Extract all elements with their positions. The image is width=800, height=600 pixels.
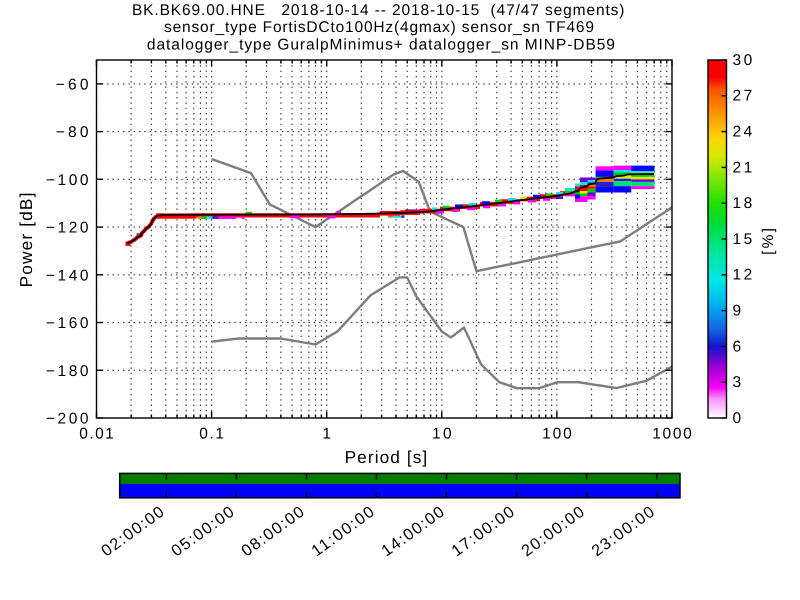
svg-text:100: 100 xyxy=(542,425,572,442)
svg-text:−60: −60 xyxy=(56,77,89,94)
svg-text:1000: 1000 xyxy=(652,425,692,442)
svg-text:0.01: 0.01 xyxy=(79,425,114,442)
svg-text:sensor_type FortisDCto100Hz(4g: sensor_type FortisDCto100Hz(4gmax) senso… xyxy=(164,19,594,36)
svg-text:9: 9 xyxy=(733,303,742,320)
svg-text:3: 3 xyxy=(733,374,742,391)
svg-text:BK.BK69.00.HNE 2018-10-14 --: BK.BK69.00.HNE 2018-10-14 -- 2018-10-15 … xyxy=(132,2,625,19)
svg-text:[%]: [%] xyxy=(760,228,777,255)
svg-text:Period [s]: Period [s] xyxy=(345,447,428,467)
svg-text:6: 6 xyxy=(733,338,742,355)
svg-text:datalogger_type GuralpMinimus+: datalogger_type GuralpMinimus+ datalogge… xyxy=(147,36,615,53)
svg-text:−80: −80 xyxy=(56,124,89,141)
svg-text:0: 0 xyxy=(733,410,742,427)
svg-text:0.1: 0.1 xyxy=(199,425,224,442)
svg-text:Power [dB]: Power [dB] xyxy=(16,193,36,288)
svg-text:1: 1 xyxy=(322,425,331,442)
